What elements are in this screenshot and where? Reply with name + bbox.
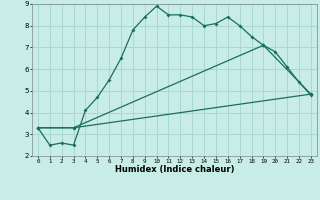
X-axis label: Humidex (Indice chaleur): Humidex (Indice chaleur) <box>115 165 234 174</box>
